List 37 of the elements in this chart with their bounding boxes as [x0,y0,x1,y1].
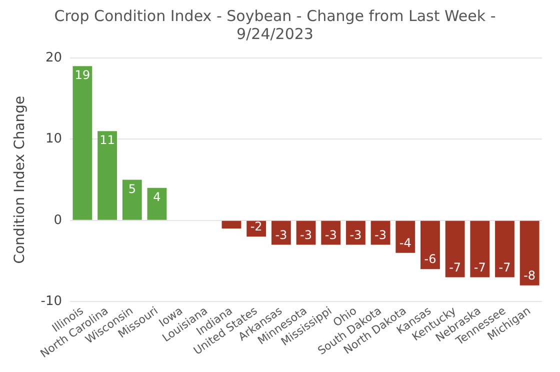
data-label: 4 [153,190,161,204]
y-tick-label: -10 [40,294,62,309]
data-label: -4 [399,236,412,250]
bar [271,220,291,245]
data-label: -7 [498,260,511,274]
data-label: -6 [424,252,436,266]
data-label: -3 [324,228,337,242]
data-label: -3 [275,228,288,242]
bar [445,220,465,278]
bar [420,220,440,270]
bar [122,180,142,220]
data-label: -7 [449,260,462,274]
bar [396,220,416,253]
bar [98,131,118,220]
data-label: -7 [474,260,486,274]
y-tick-label: 20 [45,50,62,66]
data-label: -8 [524,268,536,282]
data-label: 19 [74,68,90,82]
bar [222,220,242,229]
bar [495,220,514,278]
y-tick-label: 10 [45,132,62,147]
data-label: 5 [128,182,136,196]
bar [72,66,92,220]
bar [346,220,366,245]
data-label: -2 [250,220,262,234]
bar [321,220,341,245]
bar [147,188,167,220]
data-label: -3 [350,228,362,242]
bar [520,220,540,286]
data-label: -3 [300,228,312,242]
bar [370,220,390,245]
y-axis-title: Condition Index Change [12,96,28,264]
bar [470,220,490,278]
data-label: -3 [374,228,387,242]
chart-title: Crop Condition Index - Soybean - Change from Last Week - 9/24/2023 [54,6,496,43]
data-label: 11 [100,133,115,148]
y-tick-label: 0 [54,212,62,228]
